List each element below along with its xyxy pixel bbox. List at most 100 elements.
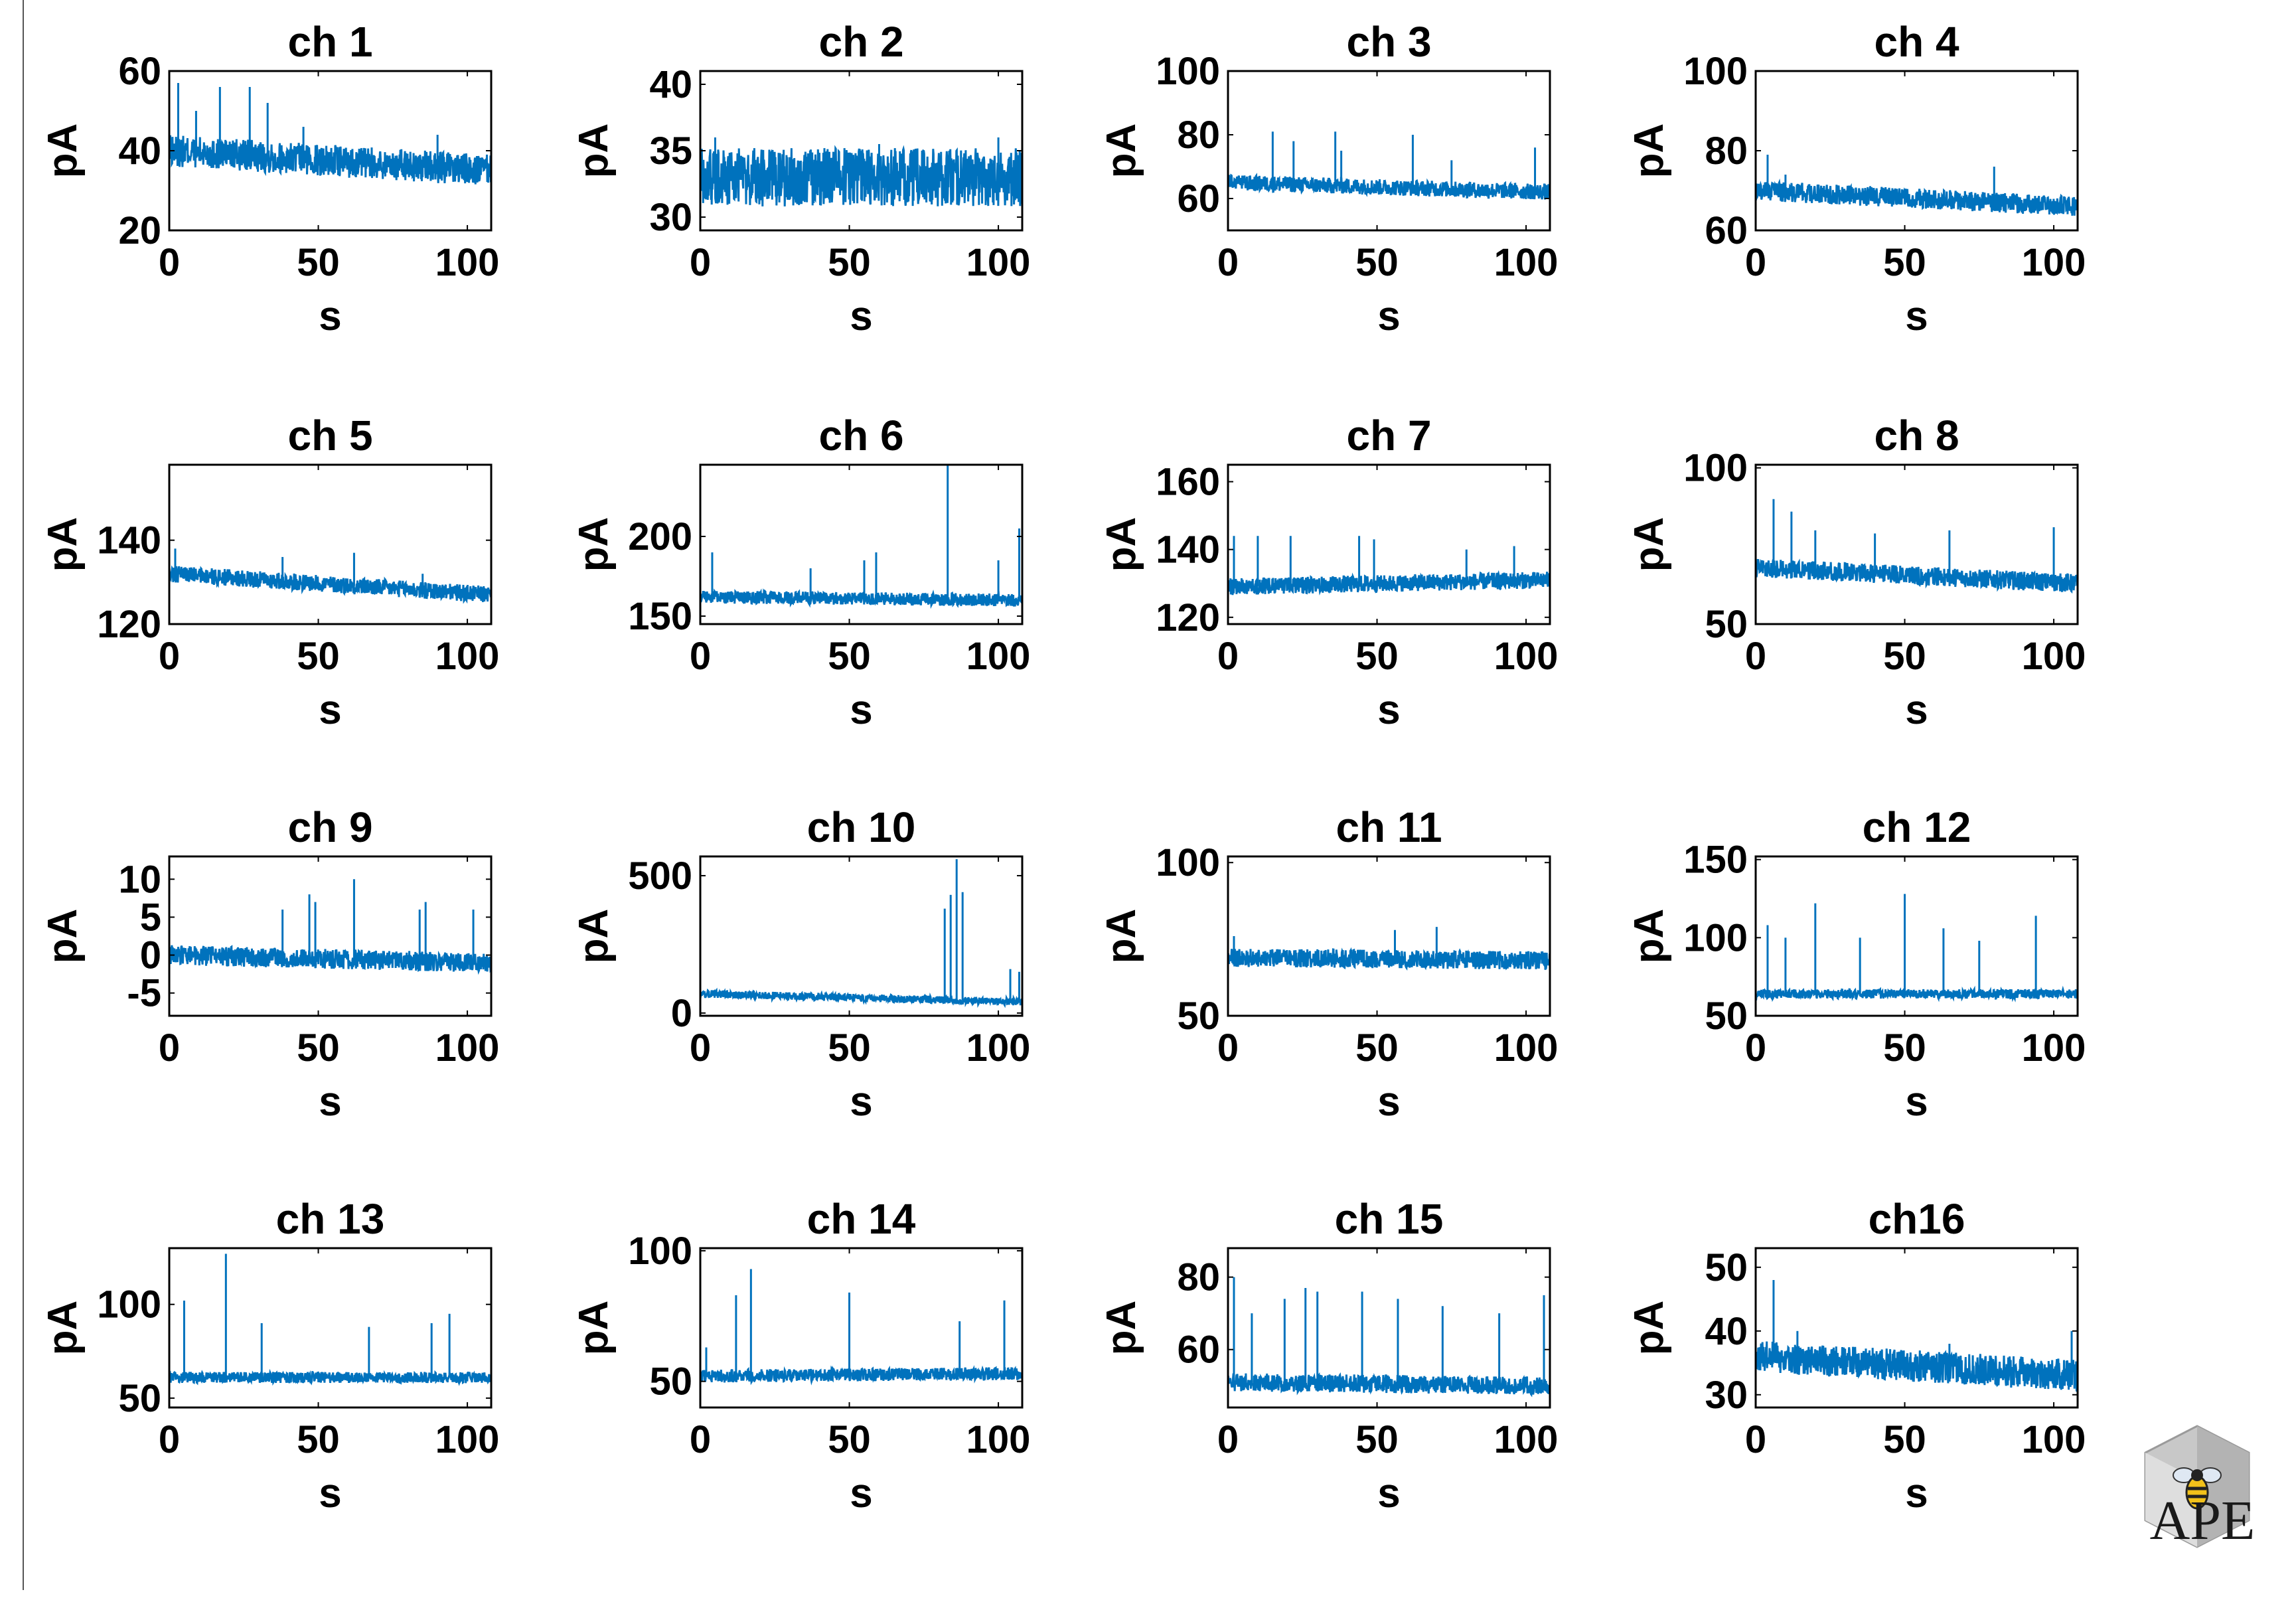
x-tick-label: 50	[1883, 1418, 1926, 1461]
x-axis-label: s	[1905, 1079, 1928, 1125]
y-tick-label: 150	[1683, 839, 1748, 882]
panel-title: ch 7	[1346, 412, 1431, 459]
y-tick-label: 0	[671, 992, 692, 1035]
y-tick-label: 40	[649, 63, 692, 106]
x-tick-label: 50	[828, 1026, 871, 1070]
panel-title: ch 1	[287, 18, 372, 66]
y-tick-label: 100	[1683, 916, 1748, 959]
y-tick-label: 100	[1683, 50, 1748, 93]
channel-panel: 0 50 100 30 35 40 ch 2 s pA	[571, 18, 1030, 339]
x-tick-label: 0	[690, 241, 711, 284]
y-tick-label: 140	[1156, 528, 1220, 572]
panel-title: ch 5	[287, 412, 372, 459]
y-tick-label: 200	[628, 515, 692, 558]
channel-panel: 0 50 100 60 80 100 ch 4 s pA	[1626, 18, 2086, 339]
channel-panel: 0 50 100 20 40 60 ch 1 s pA	[40, 18, 499, 339]
y-tick-label: 40	[118, 129, 161, 173]
x-tick-label: 0	[159, 241, 180, 284]
x-tick-label: 50	[1355, 1026, 1399, 1070]
x-tick-label: 0	[690, 1418, 711, 1461]
signal-trace	[1228, 1372, 1550, 1398]
x-tick-label: 0	[1745, 635, 1766, 678]
signal-trace	[169, 1368, 491, 1386]
x-tick-label: 100	[966, 1418, 1031, 1461]
panel-title: ch 9	[287, 803, 372, 851]
x-axis-label: s	[1377, 293, 1400, 339]
y-tick-label: 30	[1705, 1374, 1748, 1417]
x-tick-label: 0	[1217, 1026, 1239, 1070]
y-tick-label: 60	[118, 50, 161, 93]
plot-frame	[699, 463, 1024, 625]
y-tick-label: 50	[649, 1360, 692, 1404]
y-axis-label: pA	[1099, 123, 1144, 179]
x-tick-label: 50	[297, 1418, 340, 1461]
x-tick-label: 0	[690, 1026, 711, 1070]
y-axis-label: pA	[40, 517, 86, 572]
y-tick-label: 160	[1156, 461, 1220, 504]
x-tick-label: 0	[159, 1026, 180, 1070]
panel-title: ch 10	[807, 803, 916, 851]
panel-title: ch16	[1869, 1195, 1965, 1243]
logo-hexagon-shade	[2197, 1426, 2249, 1547]
x-axis-label: s	[850, 1471, 872, 1516]
signal-trace	[700, 987, 1022, 1008]
x-tick-label: 50	[828, 635, 871, 678]
plot-frame	[1227, 1247, 1551, 1409]
plot-frame	[1754, 1247, 2079, 1409]
y-tick-label: 50	[118, 1377, 161, 1420]
y-axis-label: pA	[571, 909, 617, 964]
y-tick-label: 100	[628, 1230, 692, 1273]
x-tick-label: 50	[297, 635, 340, 678]
panel-title: ch 14	[807, 1195, 916, 1243]
panel-title: ch 15	[1335, 1195, 1444, 1243]
y-tick-label: 60	[1177, 1328, 1220, 1372]
x-tick-label: 50	[828, 1418, 871, 1461]
y-axis-label: pA	[1099, 517, 1144, 572]
x-tick-label: 100	[435, 241, 500, 284]
x-tick-label: 0	[159, 635, 180, 678]
y-tick-label: 80	[1177, 1256, 1220, 1299]
y-tick-label: 0	[140, 934, 161, 977]
x-tick-label: 50	[1355, 241, 1399, 284]
y-axis-label: pA	[571, 517, 617, 572]
x-tick-label: 50	[297, 1026, 340, 1070]
signal-trace	[700, 588, 1022, 609]
x-tick-label: 100	[435, 635, 500, 678]
panel-title: ch 4	[1874, 18, 1959, 66]
y-axis-label: pA	[1626, 1301, 1672, 1356]
x-axis-label: s	[319, 1471, 341, 1516]
y-tick-label: 80	[1177, 114, 1220, 157]
x-tick-label: 100	[2022, 1418, 2086, 1461]
plot-frame	[699, 1247, 1024, 1409]
y-axis-label: pA	[1099, 1301, 1144, 1356]
ape-logo: APE	[2144, 1425, 2255, 1552]
plot-frame	[1227, 70, 1551, 232]
y-tick-label: 60	[1177, 177, 1220, 220]
x-axis-label: s	[850, 687, 872, 733]
y-tick-label: 50	[1177, 995, 1220, 1038]
signal-trace	[1756, 1341, 2078, 1393]
plot-frame	[168, 1247, 493, 1409]
x-tick-label: 50	[1883, 1026, 1926, 1070]
signal-trace	[1228, 570, 1550, 596]
y-axis-label: pA	[571, 123, 617, 179]
y-tick-label: 140	[97, 519, 161, 562]
x-tick-label: 100	[435, 1026, 500, 1070]
y-tick-label: 120	[97, 603, 161, 646]
x-axis-label: s	[1377, 687, 1400, 733]
x-tick-label: 100	[1494, 1418, 1559, 1461]
panel-title: ch 12	[1863, 803, 1971, 851]
x-tick-label: 0	[1217, 241, 1239, 284]
channel-panel: 0 50 100 30 40 50 ch16 s pA	[1626, 1195, 2086, 1516]
x-tick-label: 100	[966, 635, 1031, 678]
x-tick-label: 50	[1883, 241, 1926, 284]
plot-frame	[1227, 855, 1551, 1017]
panel-title: ch 3	[1346, 18, 1431, 66]
y-tick-label: 5	[140, 896, 161, 939]
x-tick-label: 0	[1217, 635, 1239, 678]
y-tick-label: 10	[118, 858, 161, 901]
